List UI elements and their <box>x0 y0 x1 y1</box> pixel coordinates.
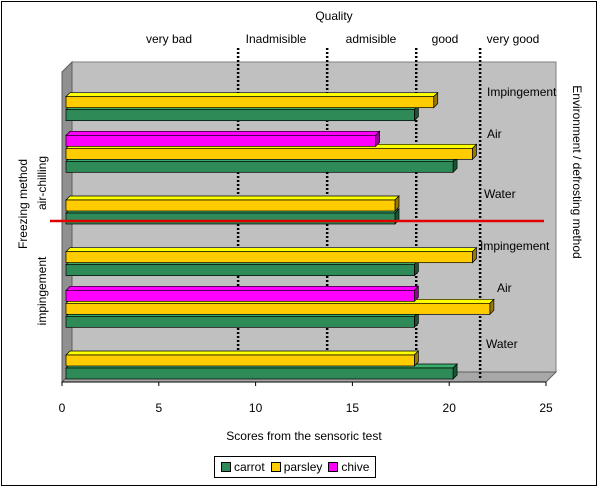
legend-swatch-chive <box>328 462 339 472</box>
category-label: Air <box>487 127 502 141</box>
category-label: Water <box>484 187 516 201</box>
quality-zone-label: admisible <box>346 32 397 46</box>
quality-zone-label: good <box>432 32 459 46</box>
left-axis-title: Freezing method <box>16 159 30 249</box>
legend-swatch-parsley <box>270 462 281 472</box>
bars <box>50 91 544 380</box>
category-label: Water <box>486 337 518 351</box>
x-tick-label: 5 <box>155 401 162 415</box>
category-label: Impingement <box>487 85 557 99</box>
x-axis: 0 5 10 15 20 25 <box>59 381 553 415</box>
chart-texts: Quality Scores from the sensoric test Fr… <box>16 9 584 443</box>
category-label: Air <box>497 281 512 295</box>
bar-parsley <box>65 246 478 264</box>
quality-zone-label: Inadmisible <box>246 32 307 46</box>
bar-chive <box>65 285 420 303</box>
legend-swatch-carrot <box>221 462 231 472</box>
chart-title: Quality <box>315 9 352 23</box>
legend-label-carrot: carrot <box>234 460 265 474</box>
bar-parsley <box>65 91 439 109</box>
x-tick-label: 15 <box>346 401 360 415</box>
x-tick-label: 10 <box>249 401 263 415</box>
bar-parsley <box>65 350 420 367</box>
right-axis-title: Environment / defrosting method <box>570 85 584 258</box>
freezing-group-air-chilling: air-chilling <box>35 156 49 210</box>
bar-chive <box>65 130 381 148</box>
x-axis-label: Scores from the sensoric test <box>226 429 382 443</box>
freezing-group-impingement: impingement <box>35 256 49 325</box>
legend-item-parsley: parsley <box>270 460 323 474</box>
legend-label-chive: chive <box>341 460 370 474</box>
quality-zone-label: very bad <box>146 32 192 46</box>
category-label: Impingement <box>480 239 550 253</box>
legend-item-carrot: carrot <box>221 460 265 474</box>
quality-zone-label: very good <box>487 32 540 46</box>
legend-label-parsley: parsley <box>283 460 323 474</box>
x-tick-label: 20 <box>443 401 457 415</box>
x-tick-label: 0 <box>59 401 66 415</box>
x-tick-label: 25 <box>539 401 553 415</box>
legend: carrot parsley chive <box>214 456 377 478</box>
bar-parsley <box>65 195 400 212</box>
legend-item-chive: chive <box>328 460 369 474</box>
